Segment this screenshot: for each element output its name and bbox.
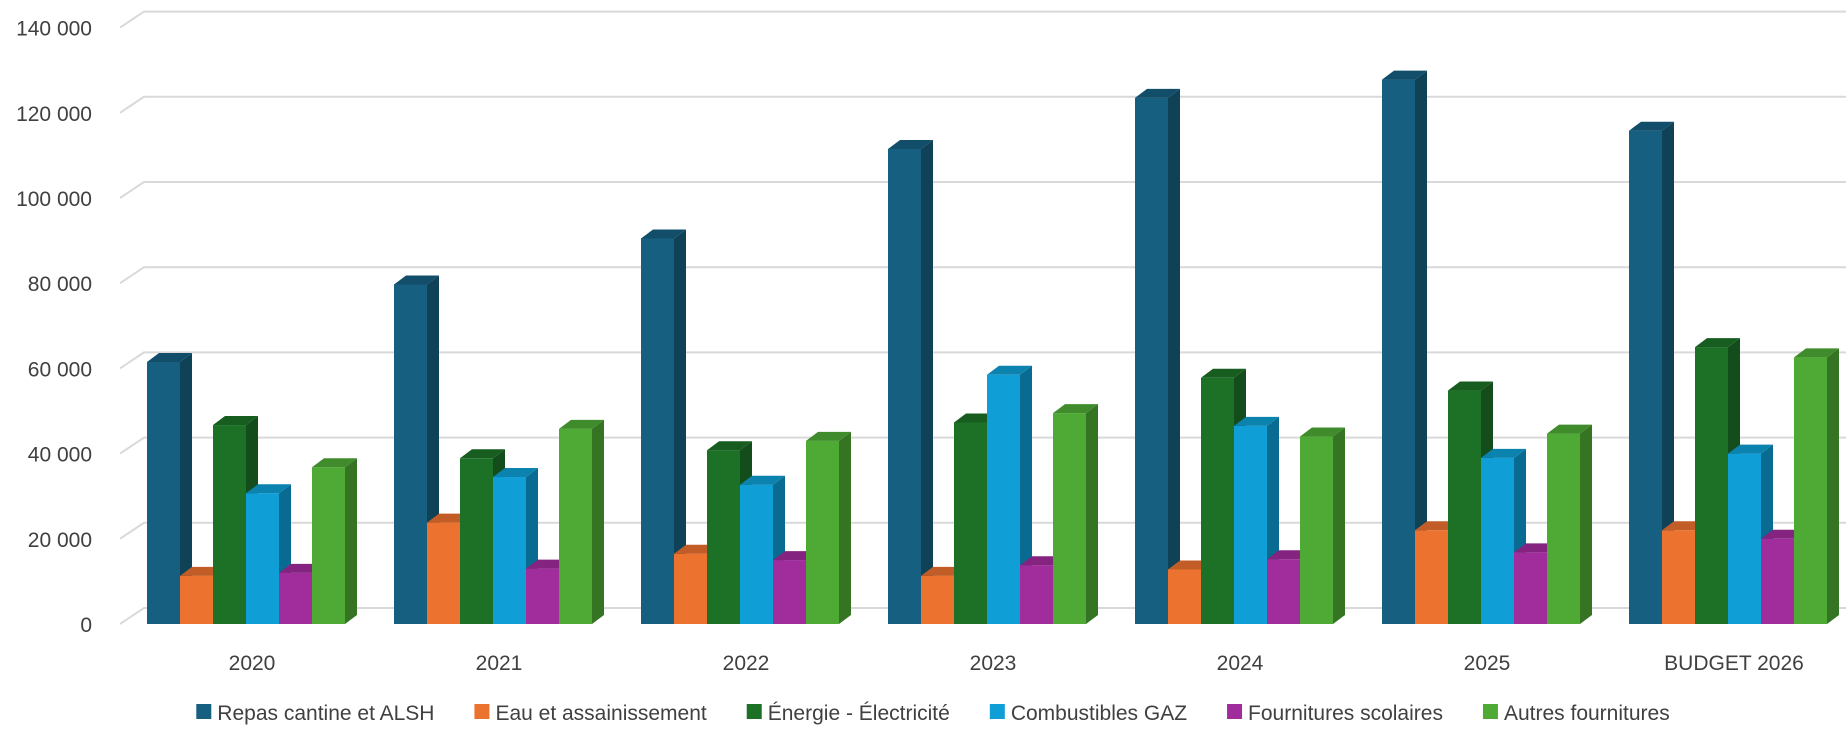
bar-1-3 xyxy=(641,229,686,624)
legend-label: Autres fournitures xyxy=(1504,702,1670,725)
legend-swatch xyxy=(1227,704,1243,719)
legend-label: Repas cantine et ALSH xyxy=(217,702,434,725)
bar-4-5 xyxy=(1234,416,1279,624)
legend-swatch xyxy=(196,704,212,719)
legend-swatch xyxy=(746,704,762,719)
legend-item: Énergie - Électricité xyxy=(746,702,950,725)
gridline xyxy=(119,181,1846,199)
bar-6-3 xyxy=(806,431,851,624)
y-tick-label: 0 xyxy=(80,614,92,637)
legend-label: Fournitures scolaires xyxy=(1248,702,1443,725)
bar-4-6 xyxy=(1481,448,1526,624)
bar-4-1 xyxy=(246,484,291,624)
legend: Repas cantine et ALSH Eau et assainisseme… xyxy=(196,702,1670,725)
y-tick-label: 80 000 xyxy=(28,273,92,296)
legend-label: Eau et assainissement xyxy=(495,702,706,725)
y-tick-label: 20 000 xyxy=(28,529,92,552)
gridline xyxy=(119,10,1846,29)
legend-item: Eau et assainissement xyxy=(474,702,707,725)
legend-label: Combustibles GAZ xyxy=(1011,702,1187,725)
bar-6-7 xyxy=(1794,348,1839,624)
x-category-label: BUDGET 2026 xyxy=(1664,652,1804,675)
legend-swatch xyxy=(474,704,490,719)
x-category-label: 2024 xyxy=(1217,652,1264,675)
bar-6-4 xyxy=(1053,404,1098,624)
y-tick-label: 40 000 xyxy=(28,444,92,467)
legend-item: Fournitures scolaires xyxy=(1227,702,1443,725)
legend-item: Autres fournitures xyxy=(1482,702,1670,725)
bar-1-5 xyxy=(1135,88,1180,624)
x-category-label: 2025 xyxy=(1464,652,1511,675)
legend-swatch xyxy=(1482,704,1498,719)
bar-6-5 xyxy=(1300,427,1345,624)
gridline xyxy=(119,351,1846,370)
bars xyxy=(147,70,1839,624)
y-tick-label: 120 000 xyxy=(16,103,92,126)
x-category-label: 2021 xyxy=(476,652,523,675)
x-axis-categories: 2020 2021 2022 2023 2024 2025 BUDGET 2026 xyxy=(229,652,1804,675)
x-category-label: 2022 xyxy=(723,652,770,675)
x-category-label: 2023 xyxy=(970,652,1017,675)
y-axis-ticks: 0 20 000 40 000 60 000 80 000 100 000 120 000 1… xyxy=(16,18,92,637)
legend-label: Énergie - Électricité xyxy=(768,702,950,725)
bar-1-7 xyxy=(1629,121,1674,624)
legend-item: Repas cantine et ALSH xyxy=(196,702,434,725)
bar-6-6 xyxy=(1547,424,1592,624)
bar-6-1 xyxy=(312,458,357,624)
legend-item: Combustibles GAZ xyxy=(989,702,1187,725)
x-category-label: 2020 xyxy=(229,652,276,675)
y-tick-label: 100 000 xyxy=(16,188,92,211)
gridline xyxy=(119,266,1846,285)
y-tick-label: 60 000 xyxy=(28,358,92,381)
y-tick-label: 140 000 xyxy=(16,18,92,41)
bar-1-1 xyxy=(147,353,192,624)
bar-1-4 xyxy=(888,140,933,624)
legend-swatch xyxy=(989,704,1005,719)
gridline xyxy=(119,95,1846,114)
gridlines xyxy=(119,10,1846,625)
bar-6-2 xyxy=(559,419,604,624)
bar-1-6 xyxy=(1382,70,1427,624)
